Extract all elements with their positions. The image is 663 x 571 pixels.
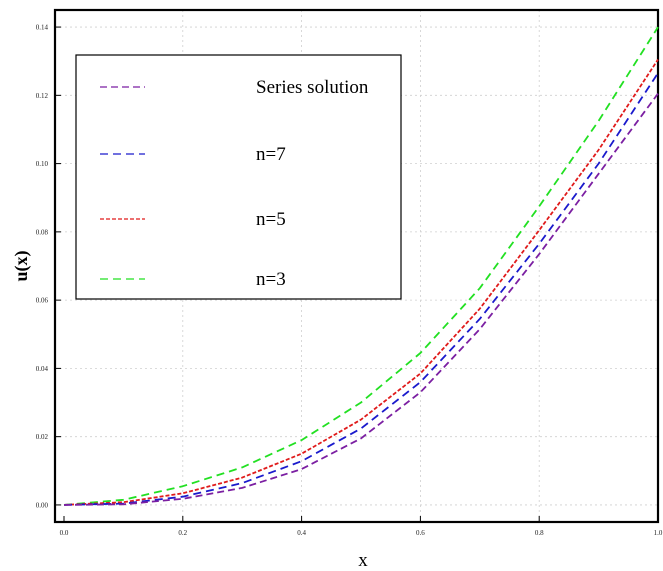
x-tick-label: 0.4 bbox=[297, 529, 306, 537]
y-tick-label: 0.00 bbox=[36, 501, 49, 509]
x-axis-label: x bbox=[358, 550, 368, 571]
y-tick-label: 0.04 bbox=[36, 365, 49, 373]
x-tick-label: 0.8 bbox=[535, 529, 544, 537]
series-line-n-7 bbox=[63, 72, 659, 506]
x-tick-label: 0.0 bbox=[60, 529, 69, 537]
y-tick-label: 0.12 bbox=[36, 92, 49, 100]
y-tick-label: 0.06 bbox=[36, 297, 49, 305]
series-line-series-solution bbox=[63, 93, 659, 506]
series-line-n-3 bbox=[63, 26, 659, 506]
y-tick-label: 0.02 bbox=[36, 433, 49, 441]
x-tick-label: 0.2 bbox=[178, 529, 187, 537]
series-lines bbox=[63, 26, 659, 506]
legend-label: n=3 bbox=[256, 269, 286, 290]
legend-box bbox=[75, 54, 402, 300]
y-axis-label: u(x) bbox=[11, 250, 32, 281]
y-tick-label: 0.10 bbox=[36, 160, 49, 168]
legend-label: n=7 bbox=[256, 144, 286, 165]
series-line-n-5 bbox=[63, 59, 659, 506]
y-tick-label: 0.14 bbox=[36, 24, 49, 32]
y-ticks: 0.00 0.02 0.04 0.06 0.08 0.10 0.12 0.14 bbox=[36, 24, 61, 509]
x-tick-label: 0.6 bbox=[416, 529, 425, 537]
x-tick-label: 1.0 bbox=[654, 529, 663, 537]
plot-frame bbox=[53, 8, 660, 524]
legend-label: n=5 bbox=[256, 209, 286, 230]
legend-label: Series solution bbox=[256, 77, 369, 98]
y-tick-label: 0.08 bbox=[36, 228, 49, 236]
legend: Series solution n=7 n=5 n=3 bbox=[75, 54, 402, 300]
x-ticks: 0.0 0.2 0.4 0.6 0.8 1.0 bbox=[60, 516, 663, 537]
